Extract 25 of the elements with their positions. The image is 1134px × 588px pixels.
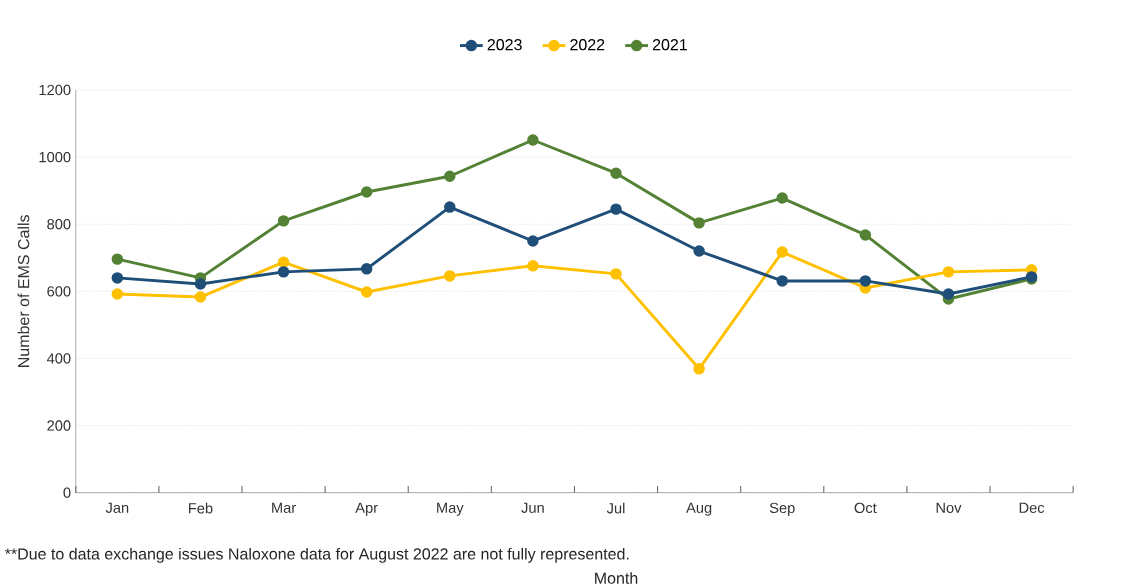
x-tick-label: Jan [105, 502, 129, 513]
x-tick-label: May [437, 502, 464, 516]
x-tick-label: Apr [355, 502, 378, 516]
y-tick-label: 0 [63, 487, 71, 498]
y-tick-label: 200 [47, 420, 71, 431]
legend-label: 2021 [652, 38, 687, 51]
y-tick-label: 800 [47, 218, 71, 230]
x-tick-label: Jun [521, 502, 544, 513]
x-tick-label: Mar [272, 502, 296, 513]
legend-label: 2022 [570, 38, 605, 51]
x-axis-title: Month [595, 571, 638, 584]
x-tick-label: Aug [686, 502, 712, 516]
x-tick-label: Nov [936, 502, 962, 513]
x-tick-label: Sep [769, 502, 795, 516]
y-tick-label: 1200 [39, 84, 71, 96]
y-axis-title: Number of EMS Calls [17, 214, 30, 367]
y-tick-label: 600 [47, 285, 71, 297]
legend-label: 2023 [487, 38, 522, 51]
x-tick-label: Oct [854, 502, 877, 513]
x-tick-label: Dec [1019, 502, 1045, 513]
text: **Due to data exchange issues Naloxone data for August 2022 are not fully represented. [4, 547, 629, 563]
y-tick-label: 1000 [39, 151, 71, 163]
x-tick-label: Feb [189, 502, 213, 514]
x-tick-label: Jul [606, 502, 625, 514]
y-tick-label: 400 [46, 353, 71, 364]
